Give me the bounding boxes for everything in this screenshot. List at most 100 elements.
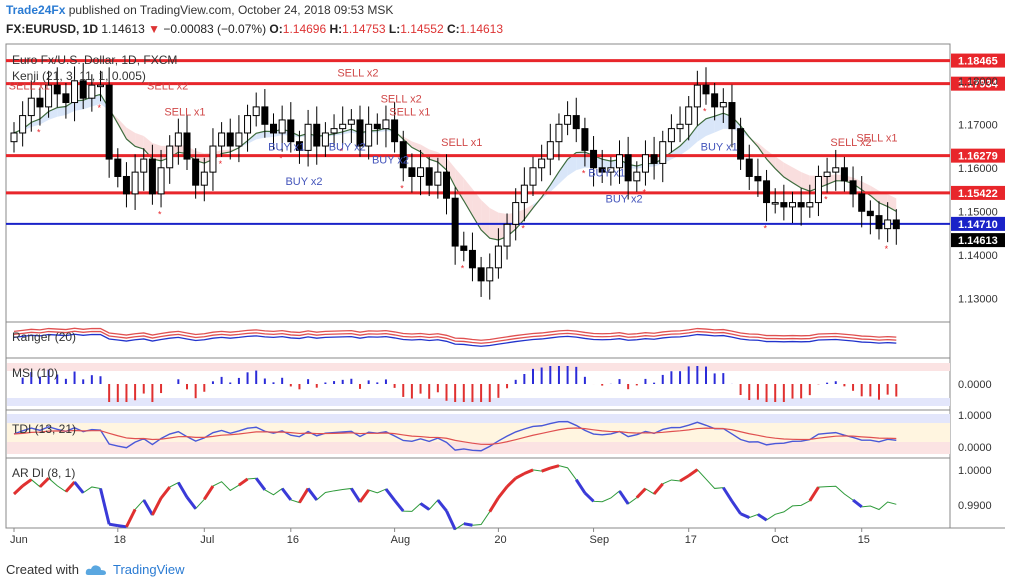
candle-down [295, 141, 303, 151]
candle-up [814, 175, 822, 204]
candle-down [443, 171, 450, 199]
candle-down [36, 97, 44, 108]
candle-up [166, 145, 174, 169]
y-tick-label: 1.16000 [958, 163, 998, 175]
buy-signal: BUY x1 [268, 141, 305, 153]
ardi-highlight [358, 489, 370, 503]
candle-up [252, 106, 260, 117]
ardi-highlight [306, 487, 318, 501]
ardi-highlight [108, 522, 119, 528]
candle-down [728, 102, 736, 130]
x-tick-label: Jul [200, 534, 214, 546]
msi-label: MSI (10) [12, 366, 58, 380]
level-label: 1.17934 [958, 79, 999, 91]
candle-up [667, 128, 675, 143]
x-tick-label: 17 [685, 534, 697, 546]
high-label: H: [329, 22, 343, 36]
x-tick-label: 18 [114, 534, 126, 546]
ribbon-segment [126, 127, 136, 147]
ardi-highlight [757, 513, 768, 522]
candle-up [417, 167, 425, 177]
ardi-highlight [254, 477, 267, 491]
candle-up [546, 141, 554, 160]
ribbon-segment [411, 141, 421, 152]
ardi-highlight [117, 524, 127, 529]
ribbon-segment [455, 168, 464, 201]
ribbon-segment [671, 145, 681, 160]
ranger-line [13, 333, 897, 347]
ardi-highlight [125, 508, 137, 528]
ribbon-segment [688, 125, 698, 150]
ardi-highlight [574, 478, 587, 494]
ardi-highlight [99, 488, 111, 525]
candle-up [676, 123, 684, 130]
star-marker: * [461, 263, 465, 273]
open-value: 1.14696 [282, 22, 327, 36]
ribbon-segment [39, 111, 49, 125]
y-tick-label: 1.18000 [958, 76, 998, 88]
candle-down [754, 175, 762, 182]
tradingview-link[interactable]: TradingView [112, 562, 185, 577]
candle-up [200, 171, 208, 186]
ardi-highlight [177, 481, 189, 498]
star-marker: * [764, 223, 768, 233]
tdi-line [13, 420, 897, 452]
candle-up [685, 106, 693, 125]
candle-down [711, 93, 719, 108]
candle-down [148, 158, 156, 195]
candle-down [391, 119, 399, 143]
candle-up [771, 202, 779, 205]
price-change: −0.00083 (−0.07%) [163, 22, 267, 36]
ardi-highlight [852, 498, 863, 509]
candle-up [806, 202, 814, 208]
ribbon-segment [152, 142, 162, 161]
candle-down [105, 84, 113, 160]
ranger-label: Ranger (20) [12, 330, 76, 344]
candle-down [840, 167, 848, 182]
y-tick-label: 1.15000 [958, 206, 998, 218]
ribbon-segment [706, 116, 715, 136]
candle-up [71, 80, 79, 104]
close-value: 1.14613 [459, 22, 504, 36]
ardi-highlight [679, 474, 690, 483]
candle-up [494, 245, 502, 269]
candle-up [884, 219, 892, 230]
last-price: 1.14613 [101, 22, 145, 36]
ardi-label: AR DI (8, 1) [12, 466, 75, 480]
ribbon-segment [117, 118, 127, 139]
ribbon-segment [558, 159, 568, 184]
buy-signal: BUY x2 [372, 154, 409, 166]
brand-name[interactable]: Trade24Fx [6, 3, 66, 17]
candle-down [53, 84, 61, 95]
ardi-value-top: 1.0000 [958, 465, 992, 477]
level-label: 1.16279 [958, 151, 998, 163]
candle-up [339, 123, 347, 130]
ardi-highlight [203, 485, 215, 501]
ardi-highlight [12, 484, 24, 496]
publish-line: Trade24Fx published on TradingView.com, … [6, 3, 393, 17]
sell-signal: SELL x2 [381, 94, 422, 106]
footer: Created with TradingView [6, 562, 185, 577]
candle-down [624, 154, 632, 182]
candle-down [590, 149, 598, 169]
symbol-label: FX:EURUSD, 1D [6, 22, 99, 36]
ardi-highlight [64, 481, 76, 493]
ardi-highlight [384, 488, 396, 502]
star-marker: * [582, 168, 586, 178]
ribbon-segment [879, 190, 888, 207]
sell-signal: SELL x1 [441, 137, 482, 149]
ardi-highlight [445, 510, 457, 531]
candle-up [174, 132, 182, 147]
candle-down [287, 119, 295, 143]
candle-up [365, 123, 373, 147]
sell-signal: SELL x2 [147, 80, 188, 92]
candle-down [313, 123, 321, 147]
ribbon-segment [792, 167, 802, 188]
candle-down [598, 167, 606, 173]
sell-signal: SELL x1 [389, 107, 430, 119]
candle-up [382, 119, 390, 130]
candle-up [27, 97, 35, 117]
candle-down [572, 115, 580, 130]
candle-up [512, 202, 520, 225]
